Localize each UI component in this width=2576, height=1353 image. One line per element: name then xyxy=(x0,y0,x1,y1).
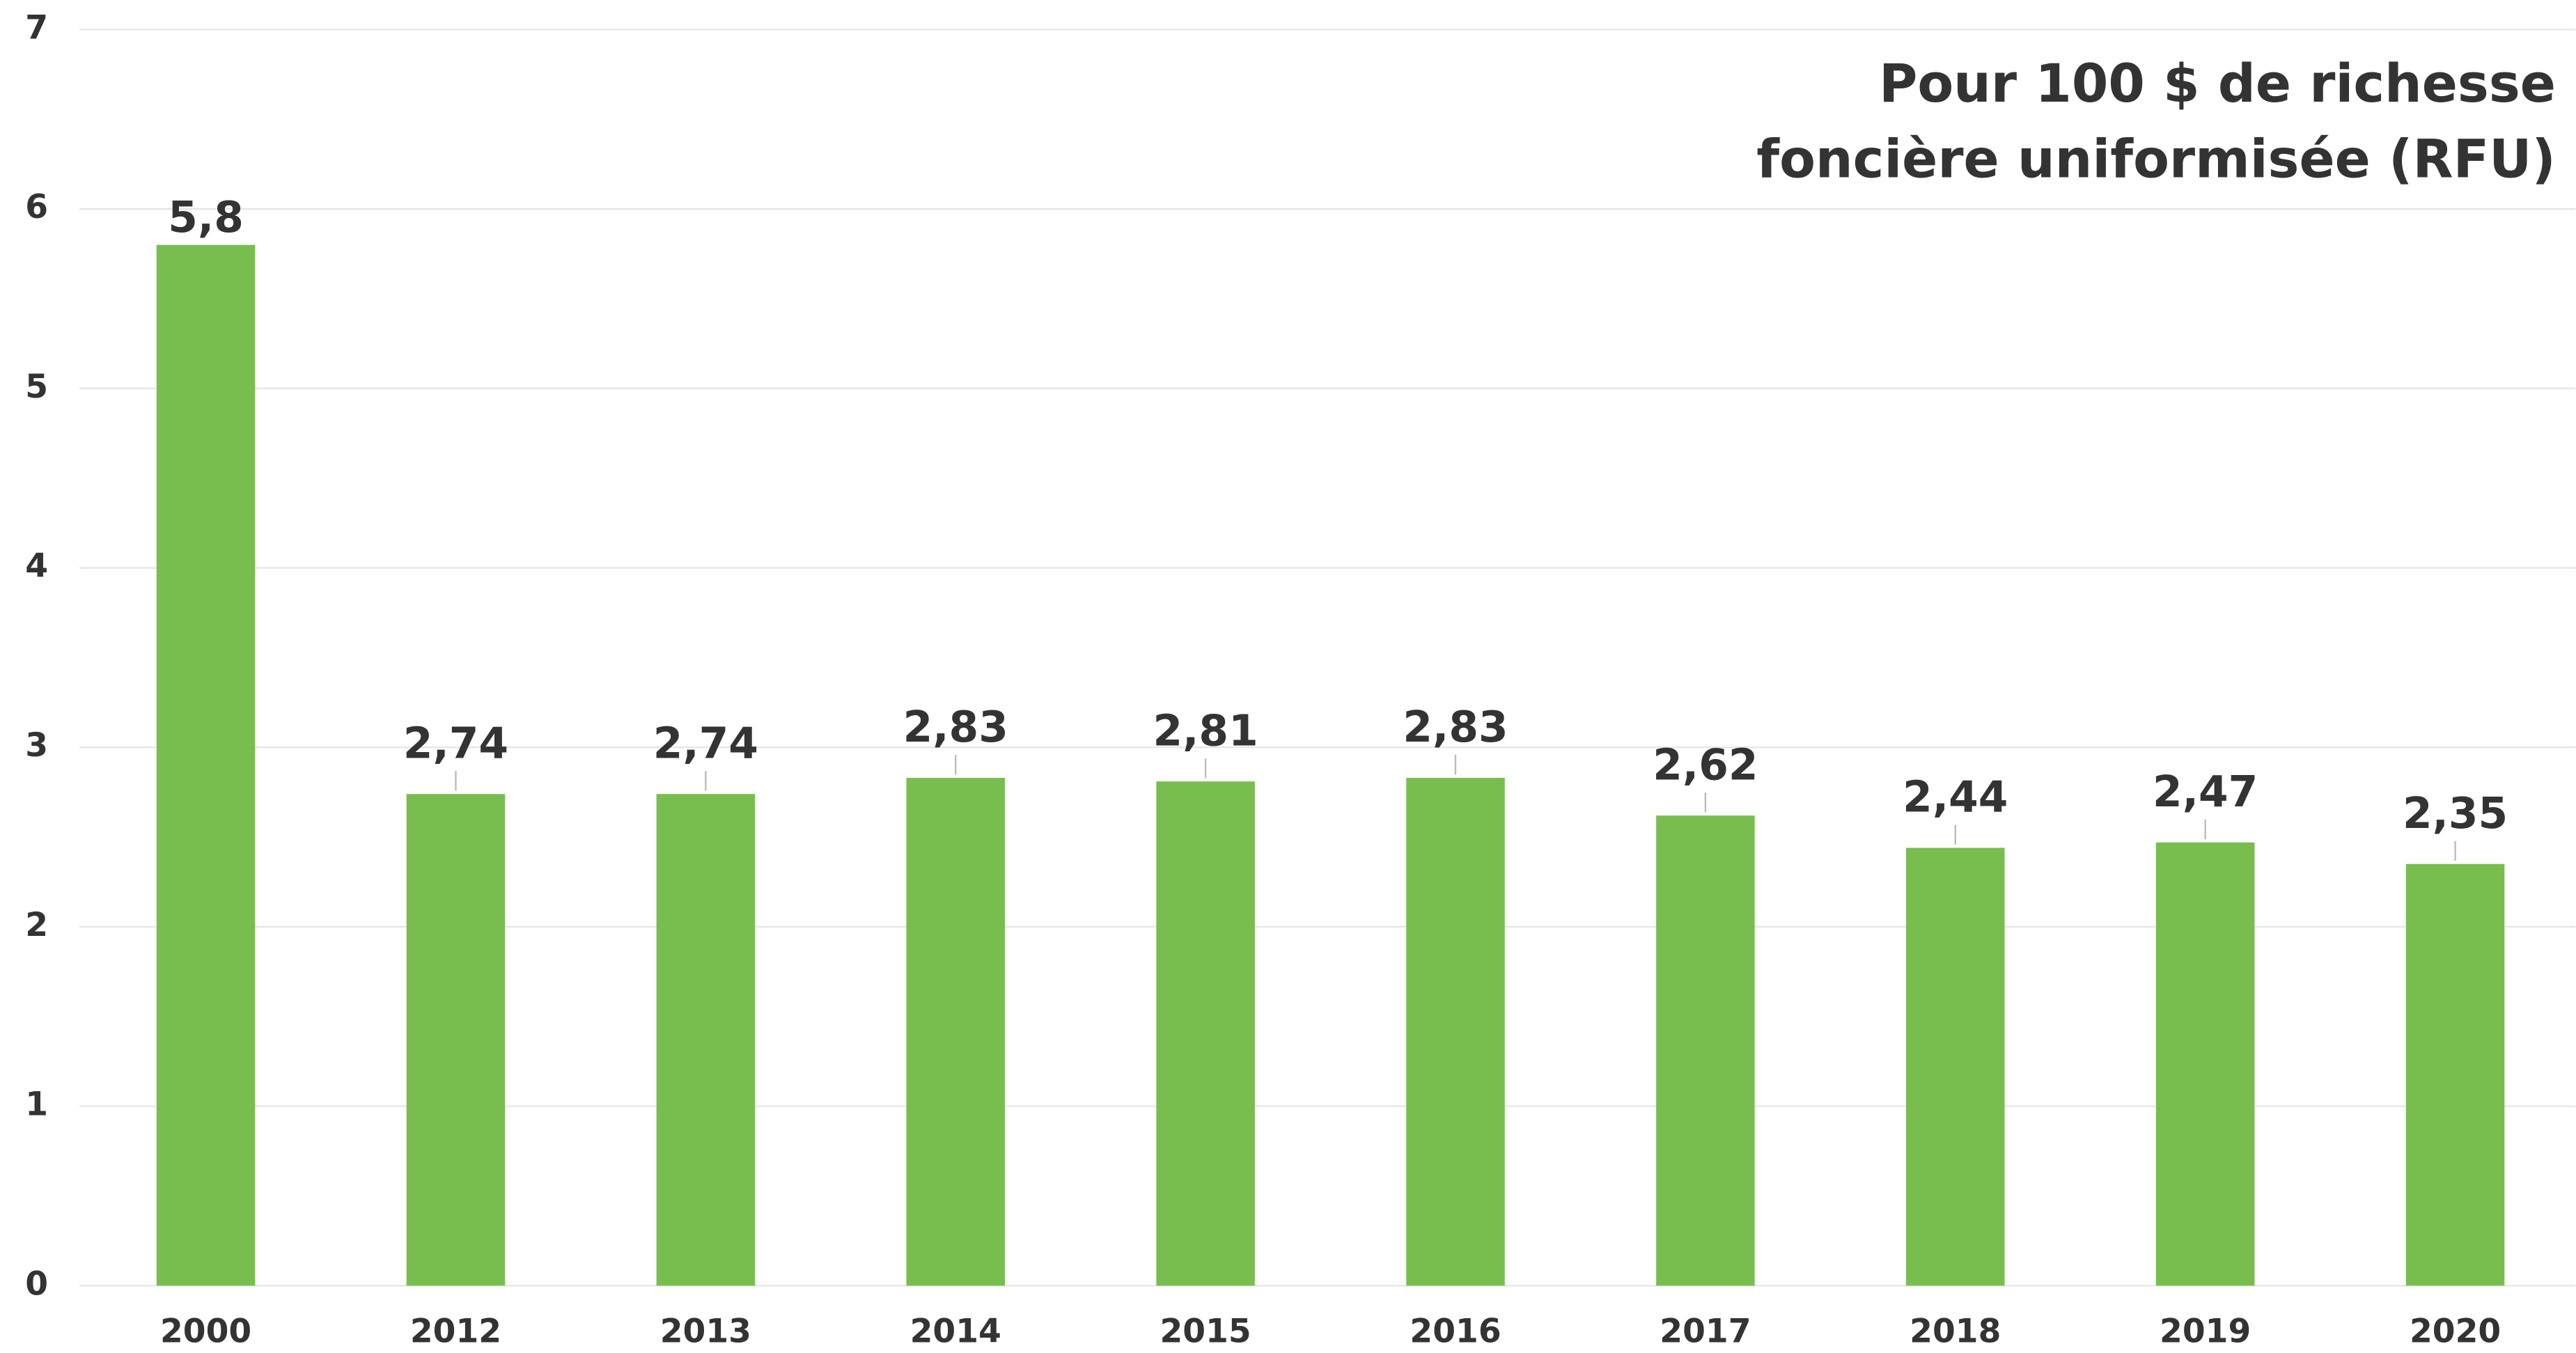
x-tick-label: 2015 xyxy=(1160,1313,1251,1351)
value-label: 2,47 xyxy=(2153,767,2258,817)
bar xyxy=(2155,842,2255,1286)
bar xyxy=(656,794,756,1286)
bar xyxy=(1906,847,2005,1286)
x-tick-label: 2018 xyxy=(1910,1313,2001,1351)
x-tick-label: 2019 xyxy=(2160,1313,2251,1351)
bar xyxy=(1656,815,1755,1286)
y-tick-label: 3 xyxy=(25,726,48,765)
x-tick-label: 2016 xyxy=(1410,1313,1501,1351)
x-tick-label: 2020 xyxy=(2410,1313,2501,1351)
x-tick-label: 2014 xyxy=(910,1313,1001,1351)
y-tick-label: 5 xyxy=(25,368,48,406)
chart-title: foncière uniformisée (RFU) xyxy=(1756,129,2556,190)
value-label: 2,74 xyxy=(403,719,508,768)
value-label: 2,62 xyxy=(1653,740,1758,790)
value-label: 2,83 xyxy=(1403,703,1508,752)
y-tick-label: 0 xyxy=(25,1265,48,1303)
value-label: 2,81 xyxy=(1153,706,1258,756)
y-tick-label: 6 xyxy=(25,188,48,226)
value-label: 2,35 xyxy=(2403,789,2508,838)
chart-title: Pour 100 $ de richesse xyxy=(1879,53,2556,114)
y-tick-label: 7 xyxy=(25,8,48,47)
value-label: 2,83 xyxy=(903,703,1008,752)
x-tick-label: 2017 xyxy=(1660,1313,1751,1351)
value-label: 5,8 xyxy=(168,193,244,242)
y-tick-label: 1 xyxy=(25,1086,48,1124)
bar xyxy=(906,778,1005,1286)
x-tick-label: 2013 xyxy=(660,1313,751,1351)
value-label: 2,44 xyxy=(1903,773,2008,822)
bar xyxy=(2405,863,2505,1286)
y-tick-label: 4 xyxy=(25,547,48,586)
value-label: 2,74 xyxy=(653,719,758,768)
x-tick-label: 2012 xyxy=(410,1313,501,1351)
bar xyxy=(1156,781,1255,1286)
bar xyxy=(406,794,506,1286)
x-tick-label: 2000 xyxy=(160,1313,251,1351)
bar xyxy=(156,244,256,1286)
y-tick-label: 2 xyxy=(25,906,48,944)
bar xyxy=(1406,778,1505,1286)
